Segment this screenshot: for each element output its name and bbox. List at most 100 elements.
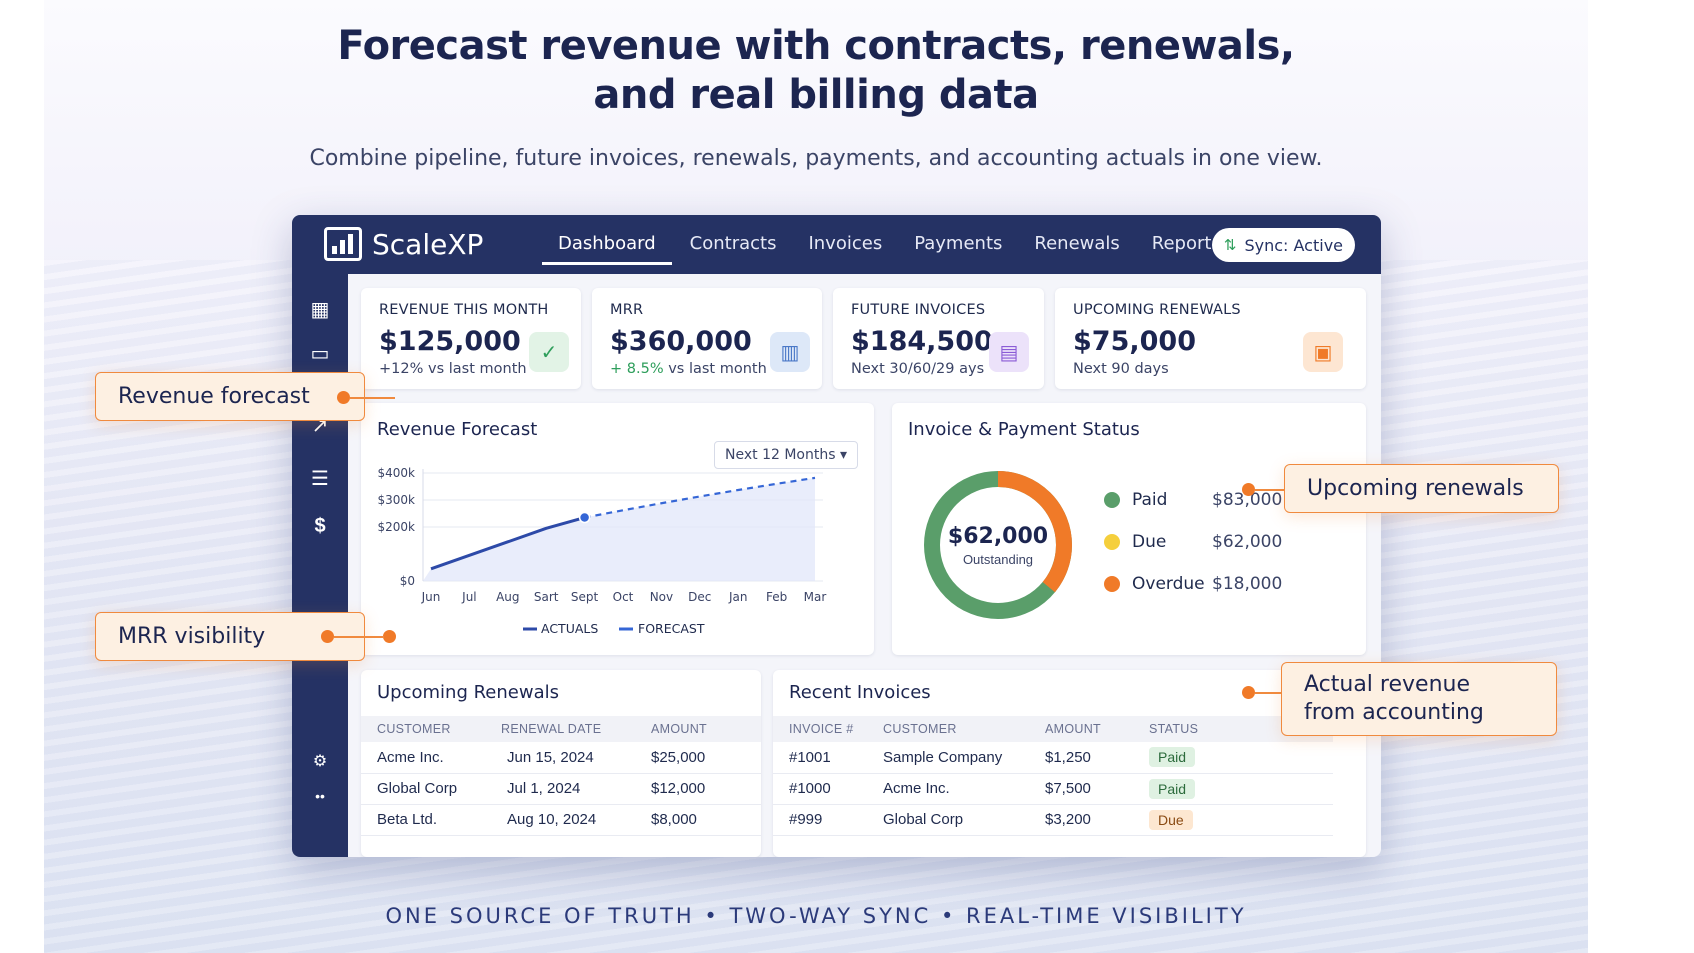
status-badge: Due: [1149, 809, 1193, 830]
kpi-card-future-invoices[interactable]: FUTURE INVOICES $184,500 Next 30/60/29 a…: [833, 288, 1044, 389]
forecast-title: Revenue Forecast: [377, 419, 538, 440]
table-row[interactable]: Global Corp Jul 1, 2024 $12,000: [361, 773, 761, 805]
invoice-status-card: Invoice & Payment Status $62,000 Outstan…: [892, 403, 1366, 655]
renewals-title: Upcoming Renewals: [377, 682, 559, 703]
callout-dot: [321, 630, 334, 643]
x-tick-label: Aug: [496, 590, 519, 604]
legend-forecast-label: FORECAST: [638, 621, 705, 636]
kpi-label: REVENUE THIS MONTH: [379, 302, 549, 318]
nav-contracts[interactable]: Contracts: [689, 233, 777, 254]
table-row[interactable]: Beta Ltd. Aug 10, 2024 $8,000: [361, 804, 761, 836]
grid-icon[interactable]: ▦: [310, 299, 330, 321]
callout-line: [1255, 692, 1282, 694]
x-tick-label: Mar: [804, 590, 827, 604]
callout-dot: [1242, 686, 1255, 699]
dollar-icon[interactable]: $: [314, 515, 326, 537]
revenue-forecast-card: Revenue Forecast Next 12 Months ▾ $0 $200…: [361, 403, 874, 655]
calendar-list-icon: ▤: [989, 332, 1029, 372]
nav-dashboard[interactable]: Dashboard: [542, 215, 672, 265]
table-row[interactable]: #999 Global Corp $3,200 Due: [773, 804, 1333, 836]
nav-invoices[interactable]: Invoices: [808, 233, 883, 254]
app-window: ScaleXP Dashboard Contracts Invoices Pay…: [292, 215, 1381, 857]
donut-label: Outstanding: [962, 551, 1034, 567]
sync-status-button[interactable]: ⇅ Sync: Active: [1211, 228, 1355, 262]
hero-subtitle: Combine pipeline, future invoices, renew…: [309, 146, 1323, 171]
legend-paid: Paid $83,000: [1104, 490, 1282, 510]
nav-payments[interactable]: Payments: [914, 233, 1003, 254]
main-nav: Dashboard Contracts Invoices Payments Re…: [542, 215, 1237, 274]
kpi-card-revenue[interactable]: REVENUE THIS MONTH $125,000 +12% vs last…: [361, 288, 581, 389]
y-tick-label: $200k: [378, 520, 416, 534]
hero-title-line2: and real billing data: [593, 72, 1039, 118]
kpi-sub: Next 90 days: [1073, 361, 1169, 377]
status-badge: Paid: [1149, 747, 1196, 768]
callout-actual-revenue: Actual revenue from accounting: [1281, 662, 1557, 736]
calendar-icon: ▣: [1303, 332, 1343, 372]
x-tick-label: Dec: [688, 590, 711, 604]
donut-value: $62,000: [947, 523, 1049, 549]
list-icon[interactable]: ☰: [311, 468, 329, 490]
due-dot-icon: [1104, 534, 1120, 550]
kpi-card-mrr[interactable]: MRR $360,000 + 8.5% vs last month ▥: [592, 288, 822, 389]
donut-segment-overdue: [924, 471, 1072, 619]
x-tick-label: Jan: [728, 590, 748, 604]
briefcase-icon[interactable]: ▭: [310, 343, 330, 365]
legend-actuals-label: ACTUALS: [541, 621, 598, 636]
y-tick-label: $0: [400, 574, 415, 588]
invoices-title: Recent Invoices: [789, 682, 931, 703]
overdue-dot-icon: [1104, 576, 1120, 592]
brand[interactable]: ScaleXP: [324, 227, 483, 261]
x-tick-label: Feb: [766, 590, 787, 604]
kpi-label: FUTURE INVOICES: [851, 302, 986, 318]
check-circle-icon: ✓: [529, 332, 569, 372]
table-row[interactable]: #1001 Sample Company $1,250 Paid: [773, 742, 1333, 774]
settings-icon[interactable]: ⚙: [312, 753, 328, 770]
x-tick-label: Oct: [613, 590, 634, 604]
top-nav-bar: ScaleXP Dashboard Contracts Invoices Pay…: [292, 215, 1381, 274]
range-select[interactable]: Next 12 Months ▾: [714, 441, 858, 469]
status-title: Invoice & Payment Status: [908, 419, 1140, 440]
x-tick-label: Sart: [534, 590, 559, 604]
kpi-sub: Next 30/60/29 ays: [851, 361, 985, 377]
brand-name: ScaleXP: [372, 227, 484, 261]
hero-title: Forecast revenue with contracts, renewal…: [44, 22, 1588, 120]
callout-line: [334, 636, 384, 638]
nav-reports[interactable]: Reports: [1151, 233, 1221, 254]
forecast-area: [423, 477, 815, 581]
status-donut: $62,000 Outstanding: [920, 467, 1076, 623]
kpi-value: $125,000: [379, 326, 521, 357]
kpi-label: MRR: [610, 302, 644, 318]
x-tick-label: Sept: [571, 590, 599, 604]
nav-renewals[interactable]: Renewals: [1034, 233, 1120, 254]
scalexp-logo-icon: [324, 227, 362, 261]
paid-dot-icon: [1104, 492, 1120, 508]
sync-label: Sync: Active: [1244, 235, 1343, 255]
sync-arrows-icon: ⇅: [1223, 236, 1237, 254]
kpi-value: $184,500: [851, 326, 993, 357]
x-tick-label: Jul: [461, 590, 476, 604]
table-row[interactable]: Acme Inc. Jun 15, 2024 $25,000: [361, 742, 761, 774]
kpi-sub: + 8.5% vs last month: [610, 361, 767, 377]
kpi-sub: +12% vs last month: [379, 361, 527, 377]
invoices-card: Recent Invoices INVOICE # CUSTOMER AMOUN…: [773, 670, 1366, 857]
more-icon[interactable]: ••: [315, 788, 325, 804]
legend-overdue: Overdue $18,000: [1104, 574, 1282, 594]
table-header: CUSTOMER RENEWAL DATE AMOUNT: [361, 716, 761, 742]
kpi-value: $75,000: [1073, 326, 1196, 357]
kpi-card-upcoming-renewals[interactable]: UPCOMING RENEWALS $75,000 Next 90 days ▣: [1055, 288, 1366, 389]
current-point: [578, 511, 591, 524]
donut-chart: [924, 471, 1072, 619]
kpi-value: $360,000: [610, 326, 752, 357]
callout-dot: [1242, 483, 1255, 496]
renewals-card: Upcoming Renewals CUSTOMER RENEWAL DATE …: [361, 670, 761, 857]
callout-line: [1255, 489, 1285, 491]
table-row[interactable]: #1000 Acme Inc. $7,500 Paid: [773, 773, 1333, 805]
x-tick-label: Nov: [650, 590, 673, 604]
forecast-chart: $0 $200k $300k $400k Jun Jul Aug Sart Sept Oct Nov…: [378, 466, 827, 636]
table-header: INVOICE # CUSTOMER AMOUNT STATUS: [773, 716, 1333, 742]
y-tick-label: $300k: [378, 493, 416, 507]
hero-title-line1: Forecast revenue with contracts, renewal…: [337, 23, 1295, 69]
callout-dot: [383, 630, 396, 643]
y-tick-label: $400k: [378, 466, 416, 480]
callout-mrr-visibility: MRR visibility: [95, 612, 365, 661]
